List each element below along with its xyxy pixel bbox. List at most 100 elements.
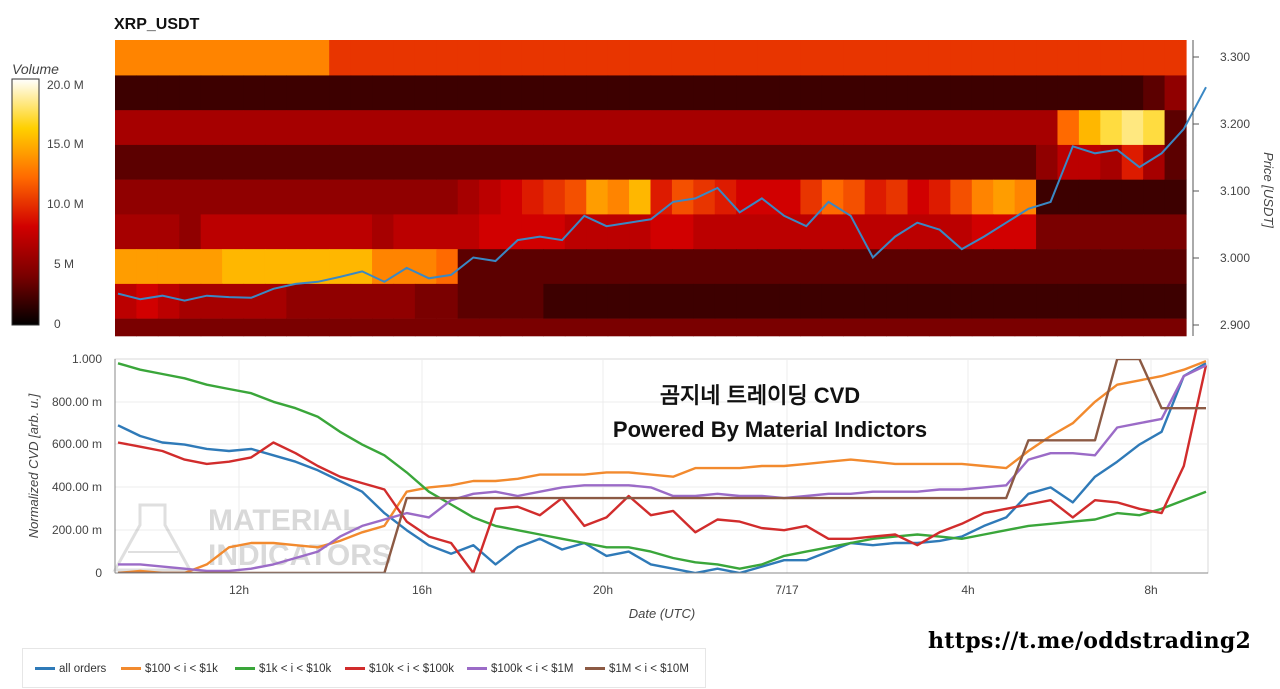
heatmap-cell — [1057, 214, 1080, 250]
heatmap-cell — [222, 110, 245, 146]
heatmap-cell — [864, 214, 887, 250]
heatmap-cell — [564, 40, 587, 76]
legend-item-1k-10k[interactable]: $1k < i < $10k — [235, 663, 331, 675]
heatmap-cell — [457, 214, 480, 250]
cvd-series-line — [117, 365, 1208, 573]
heatmap-cell — [993, 214, 1016, 250]
heatmap-cell — [264, 179, 287, 215]
heatmap-cell — [671, 75, 694, 111]
heatmap-cell — [693, 40, 716, 76]
heatmap-cell — [1057, 75, 1080, 111]
heatmap-cell — [928, 110, 951, 146]
heatmap-cell — [521, 75, 544, 111]
heatmap-cell — [500, 144, 523, 180]
heatmap-cell — [1164, 40, 1187, 76]
heatmap-cell — [1036, 144, 1059, 180]
heatmap-cell — [564, 214, 587, 250]
heatmap-cell — [886, 110, 909, 146]
heatmap-cell — [907, 144, 930, 180]
heatmap-cell — [329, 40, 352, 76]
telegram-url[interactable]: https://t.me/oddstrading2 — [928, 628, 1252, 654]
legend-item-all-orders[interactable]: all orders — [35, 663, 106, 675]
heatmap-cell — [757, 283, 780, 319]
heatmap-cell — [543, 179, 566, 215]
heatmap-cell — [200, 249, 223, 285]
heatmap-cell — [179, 318, 202, 337]
heatmap-cell — [757, 249, 780, 285]
cvd-x-axis: 12h 16h 20h 7/17 4h 8h — [115, 572, 1208, 597]
heatmap-cell — [243, 214, 266, 250]
heatmap-cell — [907, 179, 930, 215]
heatmap-cell — [821, 40, 844, 76]
heatmap-cell — [222, 144, 245, 180]
heatmap-cell — [843, 40, 866, 76]
heatmap-cell — [629, 75, 652, 111]
heatmap-cell — [671, 144, 694, 180]
legend-item-100-1k[interactable]: $100 < i < $1k — [121, 663, 218, 675]
legend-label: $100 < i < $1k — [145, 663, 218, 675]
heatmap-cell — [543, 318, 566, 337]
heatmap-cell — [821, 318, 844, 337]
heatmap-cell — [286, 214, 309, 250]
heatmap-cell — [372, 110, 395, 146]
legend-item-100k-1m[interactable]: $100k < i < $1M — [467, 663, 573, 675]
heatmap-cell — [886, 318, 909, 337]
heatmap-cell — [1057, 40, 1080, 76]
heatmap-cell — [736, 110, 759, 146]
colorbar-ticks: 20.0 M 15.0 M 10.0 M 5 M 0 — [47, 78, 84, 331]
heatmap-cell — [457, 40, 480, 76]
legend-label: $1M < i < $10M — [609, 663, 689, 675]
overlay-subtitle: Powered By Material Indictors — [613, 417, 927, 442]
heatmap-cell — [864, 249, 887, 285]
heatmap-cell — [286, 249, 309, 285]
legend-label: $1k < i < $10k — [259, 663, 332, 675]
heatmap-cell — [607, 179, 630, 215]
legend-item-1m-10m[interactable]: $1M < i < $10M — [585, 663, 689, 675]
heatmap-cell — [307, 283, 330, 319]
heatmap-cell — [243, 144, 266, 180]
colorbar-label: Volume — [12, 61, 59, 77]
heatmap-cell — [179, 249, 202, 285]
price-tick: 3.100 — [1220, 184, 1250, 198]
heatmap-cell — [200, 144, 223, 180]
colorbar-tick: 20.0 M — [47, 78, 84, 92]
heatmap-cell — [607, 318, 630, 337]
heatmap-cell — [950, 144, 973, 180]
heatmap-cell — [1078, 75, 1101, 111]
heatmap-cell — [1014, 40, 1037, 76]
heatmap-cell — [928, 40, 951, 76]
heatmap-cell — [907, 110, 930, 146]
heatmap-cell — [243, 318, 266, 337]
heatmap-cell — [479, 75, 502, 111]
heatmap-cell — [521, 40, 544, 76]
heatmap-cell — [222, 283, 245, 319]
heatmap-cell — [436, 40, 459, 76]
heatmap-cell — [200, 318, 223, 337]
heatmap-cell — [714, 75, 737, 111]
heatmap-cell — [800, 283, 823, 319]
heatmap-cell — [1164, 144, 1187, 180]
heatmap-cell — [286, 318, 309, 337]
legend-item-10k-100k[interactable]: $10k < i < $100k — [345, 663, 454, 675]
heatmap-cell — [736, 40, 759, 76]
heatmap-cell — [607, 110, 630, 146]
price-axis: 3.300 3.200 3.100 3.000 2.900 — [1193, 50, 1250, 332]
heatmap-cell — [586, 75, 609, 111]
heatmap-cell — [222, 40, 245, 76]
heatmap-cell — [671, 110, 694, 146]
heatmap-cell — [821, 249, 844, 285]
heatmap-cell — [821, 144, 844, 180]
heatmap-cell — [993, 249, 1016, 285]
heatmap-cell — [971, 110, 994, 146]
heatmap-cell — [479, 249, 502, 285]
heatmap-cell — [414, 214, 437, 250]
cvd-x-tick: 7/17 — [775, 583, 799, 597]
legend-swatch — [585, 667, 605, 671]
heatmap-cell — [907, 75, 930, 111]
heatmap-cell — [329, 283, 352, 319]
heatmap-cell — [1078, 214, 1101, 250]
heatmap-cell — [372, 40, 395, 76]
cvd-y-tick: 800.00 m — [52, 395, 102, 409]
heatmap-cell — [607, 249, 630, 285]
heatmap-cell — [864, 110, 887, 146]
